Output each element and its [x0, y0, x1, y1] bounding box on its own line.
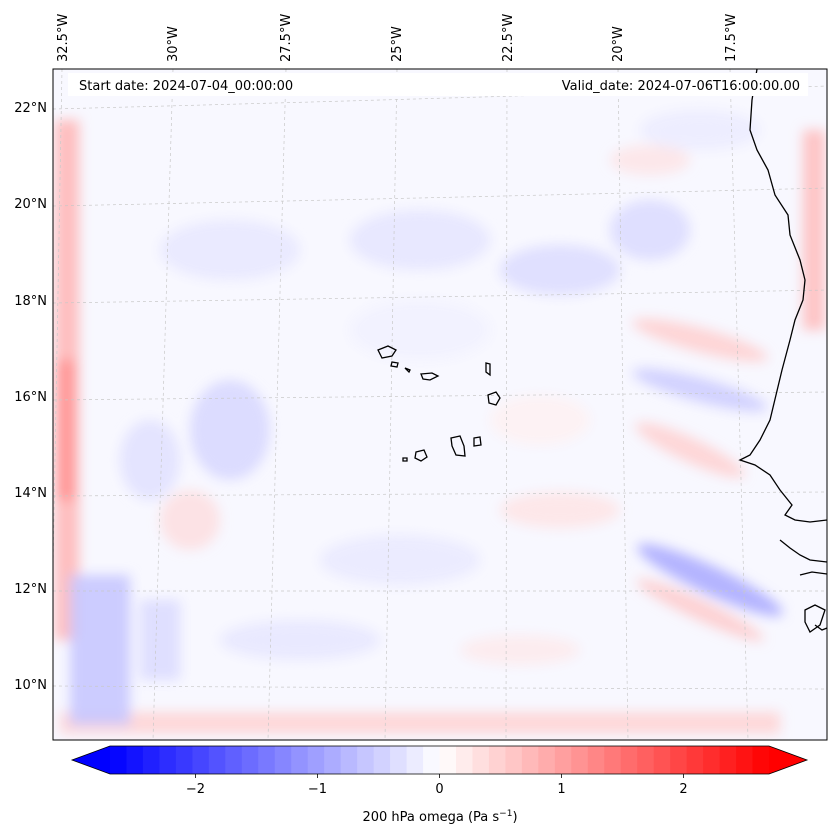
colorbar-cell: [488, 746, 507, 774]
colorbar-cells: [72, 746, 807, 774]
valid-date-label: Valid_date: 2024-07-06T16:00:00.00: [562, 79, 800, 94]
lat-label: 10°N: [14, 678, 47, 693]
colorbar-cell: [126, 746, 144, 774]
lon-label: 32.5°W: [56, 14, 71, 62]
colorbar-cell: [686, 746, 704, 774]
colorbar-cell: [406, 746, 424, 774]
colorbar-cell: [538, 746, 556, 774]
lon-label: 27.5°W: [279, 14, 294, 62]
colorbar-cell: [653, 746, 671, 774]
colorbar-cell: [192, 746, 210, 774]
omega-field: [55, 110, 825, 734]
colorbar-cell: [571, 746, 589, 774]
start-date-label: Start date: 2024-07-04_00:00:00: [79, 79, 293, 94]
colorbar-cell: [291, 746, 309, 774]
colorbar-cell: [324, 746, 342, 774]
lat-label: 16°N: [14, 390, 47, 405]
colorbar-cell: [340, 746, 358, 774]
colorbar-cell: [225, 746, 243, 774]
colorbar-cell: [620, 746, 638, 774]
colorbar-tick-label: 1: [557, 782, 565, 797]
colorbar-cell: [241, 746, 259, 774]
colorbar-cell: [505, 746, 523, 774]
colorbar-cell: [752, 746, 770, 774]
lon-label: 25°W: [390, 26, 405, 62]
colorbar-cell: [208, 746, 226, 774]
colorbar-cell: [390, 746, 408, 774]
colorbar-tick-label: 0: [435, 782, 443, 797]
latitude-labels: 22°N 20°N 18°N 16°N 14°N 12°N 10°N: [14, 101, 47, 693]
colorbar-cell: [423, 746, 441, 774]
colorbar-cell: [274, 746, 292, 774]
colorbar-tick-label: −2: [186, 782, 205, 797]
colorbar: −2 −1 0 1 2 200 hPa omega (Pa s−1): [70, 745, 809, 825]
colorbar-extend-high: [769, 746, 807, 774]
colorbar-label: 200 hPa omega (Pa s−1): [362, 809, 517, 825]
lon-label: 20°W: [611, 26, 626, 62]
colorbar-cell: [357, 746, 375, 774]
colorbar-tick-label: −1: [308, 782, 327, 797]
colorbar-cell: [159, 746, 177, 774]
colorbar-cell: [703, 746, 721, 774]
lat-label: 14°N: [14, 486, 47, 501]
colorbar-cell: [736, 746, 754, 774]
colorbar-cell: [373, 746, 391, 774]
colorbar-cell: [307, 746, 325, 774]
date-annotation-box: [68, 73, 808, 96]
colorbar-cell: [142, 746, 161, 774]
lon-label: 22.5°W: [501, 14, 516, 62]
map-frame: [52, 68, 828, 741]
longitude-labels: 32.5°W 30°W 27.5°W 25°W 22.5°W 20°W 17.5…: [56, 14, 739, 62]
colorbar-cell: [175, 746, 193, 774]
lat-label: 18°N: [14, 294, 47, 309]
colorbar-cell: [670, 746, 688, 774]
colorbar-cell: [554, 746, 572, 774]
map-panel: [53, 69, 827, 740]
lat-label: 22°N: [14, 101, 47, 116]
colorbar-tick-label: 2: [679, 782, 687, 797]
colorbar-cell: [439, 746, 457, 774]
colorbar-cell: [719, 746, 737, 774]
colorbar-ticks: −2 −1 0 1 2: [186, 774, 688, 797]
colorbar-cell: [604, 746, 622, 774]
colorbar-cell: [587, 746, 605, 774]
colorbar-cell: [258, 746, 276, 774]
colorbar-cell: [472, 746, 490, 774]
colorbar-cell: [521, 746, 539, 774]
lon-label: 17.5°W: [724, 14, 739, 62]
colorbar-cell: [110, 746, 128, 774]
colorbar-cell: [637, 746, 655, 774]
gridlines: [53, 69, 827, 740]
lat-label: 20°N: [14, 197, 47, 212]
coastline: [738, 69, 827, 633]
cape-verde-islands: [377, 345, 501, 462]
colorbar-outline: [70, 745, 809, 775]
colorbar-extend-low: [72, 746, 110, 774]
lon-label: 30°W: [166, 26, 181, 62]
colorbar-cell: [455, 746, 474, 774]
lat-label: 12°N: [14, 582, 47, 597]
